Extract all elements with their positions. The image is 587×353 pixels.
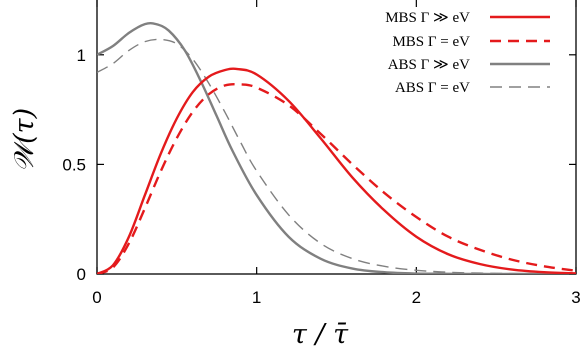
legend-label: MBS Γ ≫ eV: [385, 10, 470, 26]
y-axis-label: 𝒲(τ): [9, 108, 40, 172]
x-axis-ticks: 0 1 2 3: [92, 0, 581, 307]
y-tick-label: 0.5: [62, 155, 86, 174]
series-line: [97, 21, 576, 274]
x-tick-label: 0: [92, 288, 101, 307]
series-line: [97, 67, 576, 274]
series-layer: [97, 21, 576, 274]
legend-label: ABS Γ = eV: [395, 80, 470, 96]
x-axis-label: τ / τ̄: [292, 319, 349, 350]
y-tick-label: 0: [77, 265, 86, 284]
y-tick-label: 1: [77, 46, 86, 65]
series-line: [97, 82, 576, 274]
x-tick-label: 1: [252, 288, 261, 307]
legend-label: ABS Γ ≫ eV: [388, 57, 470, 73]
legend: MBS Γ ≫ eV MBS Γ = eV ABS Γ ≫ eV ABS Γ = eV: [385, 10, 550, 96]
plot-border: [96, 0, 577, 275]
y-axis-ticks: 00.51: [62, 46, 576, 284]
legend-label: MBS Γ = eV: [392, 34, 470, 50]
series-line: [97, 38, 576, 274]
x-tick-label: 3: [571, 288, 580, 307]
x-tick-label: 2: [412, 288, 421, 307]
plot-frame: [96, 0, 577, 275]
